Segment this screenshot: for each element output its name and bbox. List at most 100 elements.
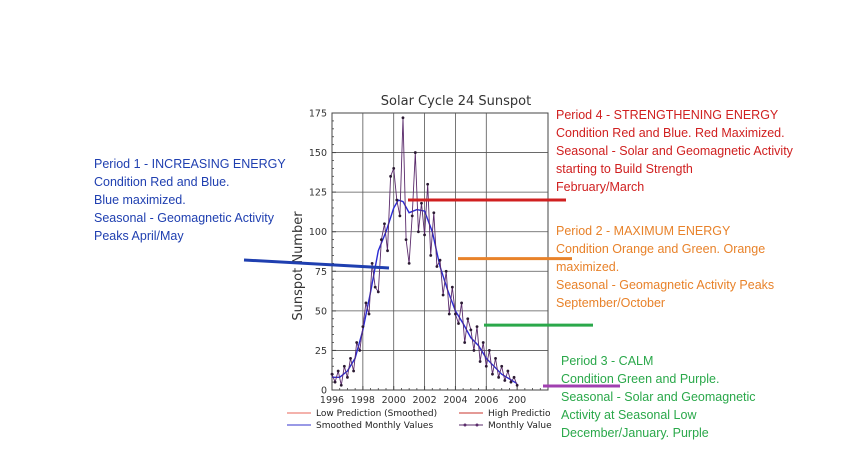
legend-label: High Predictio xyxy=(488,409,551,419)
data-point xyxy=(389,174,393,178)
data-point xyxy=(478,360,482,363)
data-point xyxy=(426,182,430,186)
legend-label: Monthly Value xyxy=(488,421,552,431)
data-point xyxy=(435,265,439,268)
legend: Low Prediction (Smoothed) High Predictio S… xyxy=(287,409,552,431)
data-point xyxy=(475,325,479,329)
data-point xyxy=(333,380,337,384)
annotation-line: Seasonal - Solar and Geomagnetic xyxy=(561,390,756,404)
x-tick-label: 200 xyxy=(508,395,526,406)
annotation-period-4: Period 4 - STRENGTHENING ENERGY Condition… xyxy=(556,106,793,196)
annotation-period-3: Period 3 - CALM Condition Green and Purpl… xyxy=(561,352,756,442)
data-point xyxy=(497,375,501,379)
data-point xyxy=(364,301,368,305)
data-point xyxy=(398,214,402,218)
plot-frame xyxy=(331,112,549,391)
data-point xyxy=(401,116,405,120)
x-tick-label: 2000 xyxy=(382,395,406,406)
x-tick-label: 2006 xyxy=(474,395,498,406)
data-point xyxy=(420,201,423,205)
annotation-period-2: Period 2 - MAXIMUM ENERGY Condition Orang… xyxy=(556,222,774,312)
data-point xyxy=(444,269,448,273)
data-point xyxy=(450,285,454,289)
annotation-line: Seasonal - Geomagnetic Activity xyxy=(94,211,274,225)
annotation-line: Blue maximized. xyxy=(94,193,186,207)
annotation-line: Period 4 - STRENGTHENING ENERGY xyxy=(556,108,779,122)
data-point xyxy=(481,341,485,344)
data-point xyxy=(413,151,417,154)
data-point xyxy=(395,198,399,202)
series-group xyxy=(330,116,519,387)
data-point xyxy=(432,211,436,215)
plot-border xyxy=(331,112,549,391)
y-tick-label: 25 xyxy=(315,346,327,357)
data-point xyxy=(392,167,396,170)
data-point xyxy=(342,364,346,368)
y-tick-label: 125 xyxy=(309,188,327,199)
y-axis-label: Sunspot Number xyxy=(291,211,306,321)
data-point xyxy=(346,375,349,379)
annotation-line: Condition Red and Blue. xyxy=(94,175,230,189)
x-tick-label: 1996 xyxy=(320,395,344,406)
data-point xyxy=(429,254,433,257)
x-tick-label: 2002 xyxy=(412,395,436,406)
data-point xyxy=(339,383,343,387)
chart-title: Solar Cycle 24 Sunspot xyxy=(381,94,531,109)
annotation-line: Seasonal - Solar and Geomagnetic Activit… xyxy=(556,144,793,158)
data-point xyxy=(330,372,334,376)
data-point xyxy=(512,375,516,379)
y-tick-label: 175 xyxy=(309,109,327,120)
grid-lines xyxy=(332,113,548,390)
data-point xyxy=(509,380,513,384)
y-tick-label: 0 xyxy=(321,386,327,397)
data-point xyxy=(460,301,463,305)
legend-label: Low Prediction (Smoothed) xyxy=(316,409,437,419)
data-point xyxy=(454,312,457,316)
annotation-line: Condition Red and Blue. Red Maximized. xyxy=(556,126,785,140)
legend-marker xyxy=(475,423,479,427)
annotation-line: starting to Build Strength xyxy=(556,162,693,176)
y-tick-label: 100 xyxy=(309,227,327,238)
data-point xyxy=(379,238,383,242)
data-point xyxy=(503,379,507,382)
legend-label: Smoothed Monthly Values xyxy=(316,421,433,431)
data-point xyxy=(515,383,519,387)
y-tick-label: 75 xyxy=(315,267,327,278)
data-point xyxy=(441,293,445,297)
x-axis-ticks: 1996 1998 2000 2002 2004 2006 200 xyxy=(320,386,541,406)
data-point xyxy=(506,369,510,373)
data-point xyxy=(417,230,420,234)
data-point xyxy=(358,349,362,352)
annotation-line: February/March xyxy=(556,180,645,194)
data-point xyxy=(438,258,442,262)
data-point xyxy=(404,238,408,242)
data-point xyxy=(494,356,497,360)
legend-marker xyxy=(463,423,467,427)
data-point xyxy=(349,356,352,360)
data-point xyxy=(407,261,411,265)
x-tick-label: 2004 xyxy=(443,395,467,406)
annotation-line: Condition Orange and Green. Orange xyxy=(556,242,766,256)
data-point xyxy=(457,322,460,325)
annotation-line: Period 3 - CALM xyxy=(561,354,654,368)
data-point xyxy=(336,369,340,373)
data-point xyxy=(469,328,473,332)
data-point xyxy=(352,369,355,373)
data-point xyxy=(491,372,494,376)
data-point xyxy=(500,364,504,368)
data-point xyxy=(423,233,426,237)
data-point xyxy=(373,285,377,289)
data-point xyxy=(463,341,467,344)
data-point xyxy=(383,222,386,226)
data-point xyxy=(376,290,380,294)
annotation-line: Condition Green and Purple. xyxy=(561,372,720,386)
data-point xyxy=(472,349,476,352)
data-point xyxy=(487,349,491,352)
y-tick-label: 50 xyxy=(315,306,327,317)
x-tick-label: 1998 xyxy=(351,395,375,406)
period-markers xyxy=(243,198,620,388)
data-point xyxy=(484,364,488,368)
data-point xyxy=(355,341,359,344)
annotation-line: maximized. xyxy=(556,260,620,274)
